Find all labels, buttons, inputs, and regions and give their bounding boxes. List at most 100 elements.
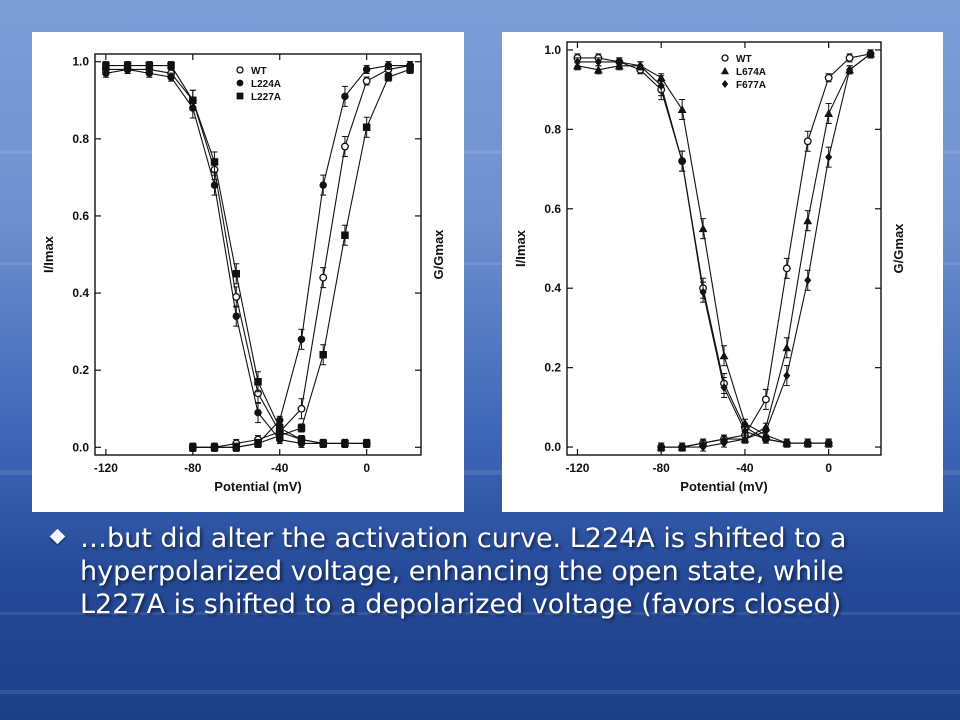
chart1-l227a-inactivation-point <box>275 424 284 432</box>
chart1-l224a-inactivation-point <box>210 181 219 189</box>
chart2-f677a-inactivation-point <box>804 438 812 448</box>
chart2-l674a-inactivation-point <box>719 351 729 360</box>
chart1-y-tick-label: 0.0 <box>72 440 89 454</box>
chart2-l674a-inactivation-point <box>594 65 603 74</box>
chart1-l227a-inactivation-point <box>319 439 327 448</box>
chart1-x-axis-title: Potential (mV) <box>214 479 301 494</box>
chart1-l224a-activation-point <box>341 92 349 101</box>
chart2-f677a-inactivation-curve <box>577 61 829 444</box>
chart1-l224a-activation-point <box>275 416 284 425</box>
chart2-f677a-activation-point <box>783 371 791 380</box>
caption-text: …but did alter the activation curve. L22… <box>80 523 847 620</box>
chart1-l227a-activation-point <box>319 351 327 359</box>
chart1-l227a-activation-point <box>210 443 219 452</box>
chart2-x-tick-label: -40 <box>736 461 754 475</box>
chart1-l224a-inactivation-point <box>102 69 110 78</box>
chart2-f677a-activation-curve <box>661 53 871 448</box>
chart2-f677a-activation-point <box>846 65 854 75</box>
chart2-l674a-activation-point <box>782 343 792 352</box>
chart1-y-tick-label: 0.6 <box>72 209 89 223</box>
chart2-legend-marker-wt <box>721 54 729 62</box>
chart2-f677a-activation-point <box>741 434 749 444</box>
chart2-f677a-activation-point <box>720 438 728 448</box>
chart1-legend-label-l227a: L227A <box>251 92 281 103</box>
chart1-x-tick-label: 0 <box>363 461 370 475</box>
chart1-l227a-inactivation-point <box>123 61 132 70</box>
bullet-caption: …but did alter the activation curve. L22… <box>49 522 912 621</box>
chart2-l674a-inactivation-curve <box>577 65 829 444</box>
chart1-l227a-inactivation-point <box>145 61 154 70</box>
chart2-legend-label-l674a: L674A <box>736 67 766 78</box>
iv-chart-left: 0.0 0.2 0.4 0.6 0.8 1.0 -120 -80 -40 0 Potential (… <box>41 53 446 494</box>
chart2-f677a-inactivation-point <box>594 57 602 67</box>
chart2-x-tick-label: -120 <box>565 461 589 475</box>
chart1-l224a-inactivation-point <box>167 73 175 81</box>
chart2-f677a-inactivation-point <box>783 438 791 448</box>
chart1-l227a-inactivation-point <box>210 158 219 166</box>
chart2-legend-label-wt: WT <box>736 54 752 65</box>
chart2-y-axis-title-left: I/Imax <box>513 229 528 267</box>
chart1-l224a-inactivation-curve <box>105 68 367 444</box>
chart2-wt-activation-point <box>803 137 812 146</box>
chart2-f677a-inactivation-point <box>762 434 770 444</box>
chart2-legend-marker-f677a <box>721 80 729 88</box>
chart2-f677a-activation-point <box>867 49 875 59</box>
chart2-f677a-activation-point <box>804 275 812 285</box>
chart2-y-tick-label: 0.0 <box>544 440 561 454</box>
chart1-l227a-activation-point <box>297 424 306 432</box>
chart2-f677a-inactivation-point <box>657 81 665 91</box>
chart1-wt-activation-point <box>362 77 371 85</box>
chart1-wt-activation-point <box>319 273 328 282</box>
chart1-l227a-inactivation-point <box>362 439 371 448</box>
chart1-legend-marker-l224a <box>236 79 244 87</box>
chart2-wt-activation-point <box>824 73 833 82</box>
chart2-l674a-activation-point <box>824 109 834 118</box>
chart1-l227a-activation-curve <box>192 68 411 448</box>
chart1-l227a-inactivation-point <box>254 378 262 386</box>
chart1-x-tick-label: -80 <box>184 461 202 475</box>
chart1-x-tick-label: -40 <box>271 461 289 475</box>
chart1-wt-activation-point <box>340 142 349 151</box>
chart1-l227a-activation-point <box>275 431 284 440</box>
chart2-plot-frame <box>566 41 882 456</box>
chart2-l674a-activation-point <box>803 216 813 225</box>
chart1-l227a-inactivation-point <box>189 96 197 105</box>
chart1-y-axis-title-right: G/Gmax <box>431 229 446 280</box>
chart2-f677a-activation-point <box>657 442 665 452</box>
chart1-legend-marker-wt <box>236 66 244 74</box>
chart2-y-tick-label: 0.4 <box>544 281 561 295</box>
chart1-l227a-activation-point <box>189 443 197 452</box>
chart2-l674a-inactivation-point <box>698 224 708 233</box>
chart2-wt-activation-point <box>761 395 770 404</box>
chart2-f677a-inactivation-point <box>720 383 728 392</box>
chart1-wt-inactivation-point <box>232 292 241 301</box>
chart1-x-tick-label: -120 <box>94 461 118 475</box>
chart2-l674a-inactivation-point <box>740 418 750 427</box>
chart2-f677a-inactivation-point <box>741 426 749 436</box>
chart1-l227a-inactivation-point <box>167 61 175 70</box>
chart2-wt-inactivation-curve <box>577 57 829 444</box>
chart2-y-tick-label: 0.6 <box>544 202 561 216</box>
chart1-l227a-inactivation-point <box>102 61 110 70</box>
chart1-plot-frame <box>94 53 422 456</box>
chart1-l224a-inactivation-point <box>145 69 154 78</box>
chart2-l674a-inactivation-point <box>677 105 687 114</box>
chart1-legend-label-l224a: L224A <box>251 79 281 90</box>
chart1-wt-activation-point <box>297 404 306 413</box>
chart1-legend-marker-l227a <box>236 92 244 100</box>
iv-chart-right: 0.0 0.2 0.4 0.6 0.8 1.0 -120 -80 -40 0 Potential (… <box>513 41 906 494</box>
chart1-l224a-inactivation-point <box>232 312 241 320</box>
chart1-l224a-activation-point <box>362 65 371 74</box>
chart2-wt-activation-point <box>845 53 854 62</box>
chart1-l224a-activation-curve <box>192 65 411 448</box>
chart1-l224a-activation-point <box>319 181 327 189</box>
chart2-f677a-inactivation-point <box>699 287 707 297</box>
chart1-l227a-inactivation-point <box>232 270 241 278</box>
chart2-y-tick-label: 0.2 <box>544 361 561 375</box>
chart-panel-right: 0.0 0.2 0.4 0.6 0.8 1.0 -120 -80 -40 0 Potential (… <box>502 32 943 512</box>
chart1-l227a-activation-point <box>341 231 349 239</box>
chart-panel-left: 0.0 0.2 0.4 0.6 0.8 1.0 -120 -80 -40 0 Potential (… <box>32 32 464 512</box>
chart2-f677a-activation-point <box>762 426 770 436</box>
chart2-f677a-inactivation-point <box>678 156 686 166</box>
chart1-l227a-activation-point <box>254 439 262 448</box>
